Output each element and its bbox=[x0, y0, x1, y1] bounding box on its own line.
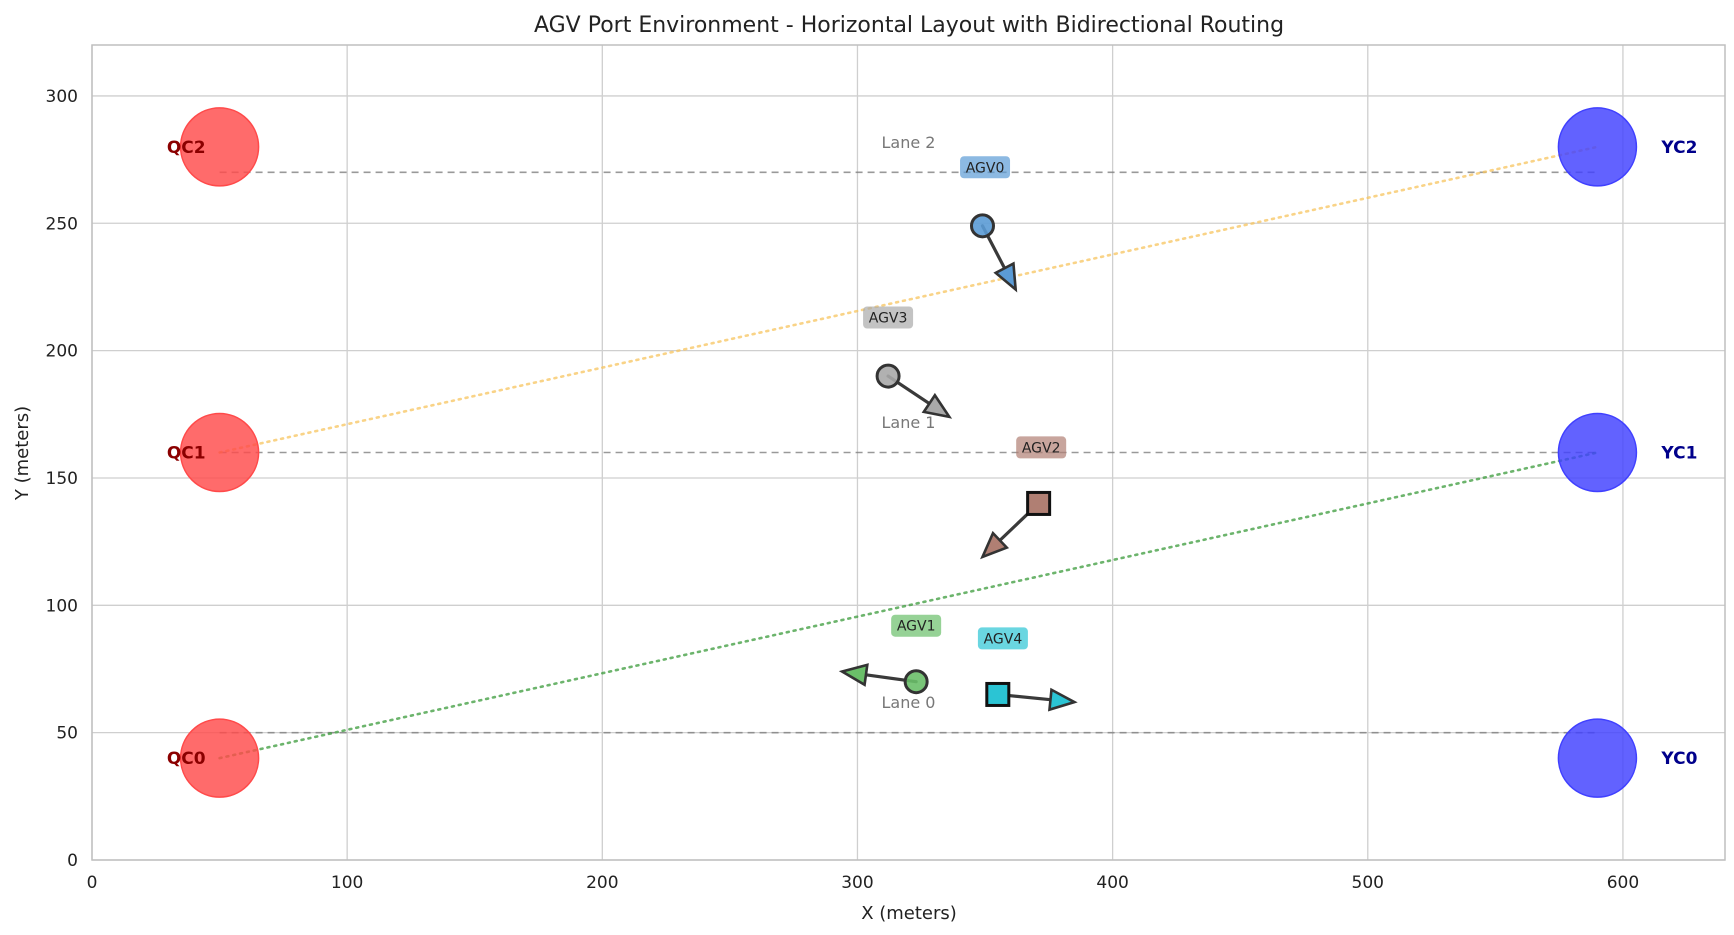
x-tick-label: 600 bbox=[1607, 873, 1639, 893]
agv-tag-background bbox=[960, 156, 1011, 179]
x-tick-label: 300 bbox=[841, 873, 873, 893]
agv-arrow-head bbox=[993, 261, 1018, 293]
lane-label: Lane 1 bbox=[882, 413, 936, 432]
agv-tag-background bbox=[1016, 436, 1067, 459]
y-tick-label: 100 bbox=[46, 596, 78, 616]
chart-title: AGV Port Environment - Horizontal Layout… bbox=[534, 13, 1284, 38]
plot-frame bbox=[91, 44, 1726, 861]
agv-square-marker bbox=[985, 681, 1011, 707]
agv-arrow-head bbox=[980, 530, 1010, 560]
agv-circle-marker bbox=[903, 669, 929, 695]
agv-tag-label: AGV1 bbox=[897, 619, 936, 635]
route-line bbox=[218, 145, 1599, 454]
lane-label: Lane 2 bbox=[882, 133, 936, 152]
crane-markers: QC0 QC1 QC2 YC0 YC1 YC2 bbox=[167, 107, 1698, 798]
agv-tag-label: AGV3 bbox=[869, 311, 908, 327]
agv-markers: AGV0 AGV1 AGV2 AGV3 AGV4 bbox=[838, 156, 1078, 712]
y-axis-label: Y (meters) bbox=[12, 406, 33, 501]
yard-crane-marker bbox=[1557, 412, 1638, 493]
lane-label: Lane 0 bbox=[882, 693, 936, 712]
lane-lines: Lane 0 Lane 1 Lane 2 bbox=[219, 133, 1598, 734]
agv-circle-marker bbox=[969, 213, 995, 239]
y-tick-label: 200 bbox=[46, 342, 78, 362]
agv-tag-label: AGV2 bbox=[1022, 440, 1061, 456]
quay-crane-marker bbox=[179, 718, 260, 798]
agv-tag-background bbox=[977, 627, 1028, 650]
agv-arrow-head bbox=[1047, 687, 1078, 712]
x-tick-label: 500 bbox=[1352, 873, 1384, 893]
x-tick-labels: 0 100 200 300 400 500 600 bbox=[87, 873, 1640, 893]
agv-arrow-head bbox=[921, 392, 953, 419]
quay-crane-marker bbox=[179, 107, 260, 187]
quay-crane-label: QC0 bbox=[167, 749, 206, 769]
x-tick-label: 100 bbox=[331, 873, 363, 893]
y-tick-label: 300 bbox=[46, 87, 78, 107]
quay-crane-marker bbox=[179, 412, 260, 493]
yard-crane-label: YC1 bbox=[1660, 444, 1697, 464]
yard-crane-label: YC0 bbox=[1660, 749, 1697, 769]
route-line bbox=[218, 451, 1599, 760]
agv-arrow-head bbox=[838, 663, 869, 687]
yard-crane-marker bbox=[1557, 107, 1638, 187]
x-axis-label: X (meters) bbox=[861, 903, 957, 924]
agv-square-marker bbox=[1026, 490, 1052, 516]
y-tick-label: 150 bbox=[46, 469, 78, 489]
x-tick-label: 200 bbox=[586, 873, 618, 893]
agv-circle-marker bbox=[875, 363, 901, 389]
yard-crane-marker bbox=[1557, 718, 1638, 798]
yard-crane-label: YC2 bbox=[1660, 138, 1697, 158]
agv-tag-label: AGV0 bbox=[966, 160, 1005, 176]
y-tick-label: 0 bbox=[67, 851, 78, 871]
agv-tag-label: AGV4 bbox=[984, 631, 1023, 647]
y-tick-labels: 0 50 100 150 200 250 300 bbox=[46, 87, 78, 871]
y-tick-label: 50 bbox=[56, 724, 78, 744]
y-tick-label: 250 bbox=[46, 214, 78, 234]
route-lines bbox=[218, 145, 1599, 760]
quay-crane-label: QC1 bbox=[167, 444, 206, 464]
quay-crane-label: QC2 bbox=[167, 138, 206, 158]
x-tick-label: 400 bbox=[1096, 873, 1128, 893]
agv-tag-background bbox=[891, 614, 942, 637]
agv-tag-background bbox=[863, 306, 914, 329]
grid-lines bbox=[91, 45, 1725, 861]
x-tick-label: 0 bbox=[87, 873, 98, 893]
